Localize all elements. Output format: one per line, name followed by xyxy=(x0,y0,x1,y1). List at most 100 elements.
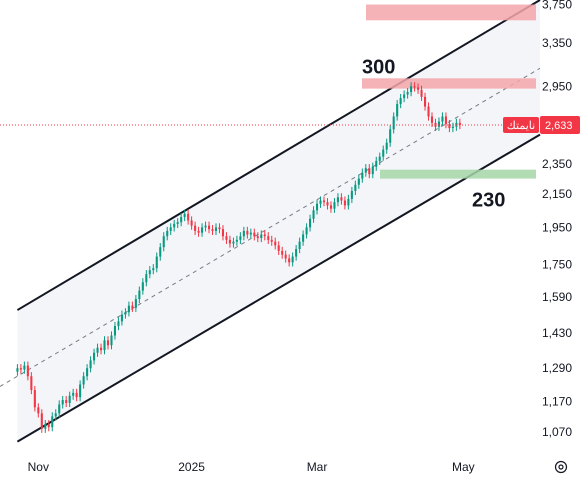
candle xyxy=(329,201,333,213)
candle-body xyxy=(385,142,388,150)
candle-body xyxy=(180,217,183,223)
candle xyxy=(315,199,319,215)
candle-body xyxy=(169,227,172,231)
candle xyxy=(396,100,399,121)
candle-body xyxy=(141,282,144,291)
candle xyxy=(214,223,218,236)
candle xyxy=(72,388,75,400)
candle xyxy=(183,209,186,222)
candle xyxy=(180,212,183,227)
candle xyxy=(225,232,228,244)
candle xyxy=(406,88,409,99)
candle-body xyxy=(295,249,298,257)
candle xyxy=(204,221,207,232)
candle xyxy=(110,331,113,350)
candle-body xyxy=(138,290,141,300)
candle xyxy=(295,244,298,261)
candle-layer xyxy=(16,82,461,433)
candle xyxy=(40,409,43,433)
candle-body xyxy=(312,210,315,219)
candle-body xyxy=(382,149,385,157)
settings-icon[interactable] xyxy=(554,460,568,474)
price-axis[interactable]: 1,070 1,170 1,290 1,430 1,590 1,750 1,950 2,150… xyxy=(542,0,572,439)
candle xyxy=(354,180,357,196)
candle-body xyxy=(420,89,423,97)
candle xyxy=(260,230,263,243)
candle-body xyxy=(305,227,308,235)
candle xyxy=(309,214,312,232)
candle xyxy=(197,226,200,237)
candle-body xyxy=(93,352,96,361)
time-axis[interactable]: Nov 2025 Mar May xyxy=(28,460,475,474)
candle xyxy=(131,301,134,312)
candle xyxy=(239,232,242,244)
candle-body xyxy=(423,96,427,107)
candle xyxy=(58,400,61,418)
candle-body xyxy=(246,230,249,235)
candle-body xyxy=(302,234,305,242)
candle xyxy=(413,82,416,92)
candle-body xyxy=(298,241,301,250)
candle xyxy=(145,270,148,287)
zone-layer: 370 300 230 xyxy=(362,0,536,212)
candle-body xyxy=(329,205,333,209)
candle-body xyxy=(267,236,270,240)
candle-body xyxy=(117,321,120,327)
candle xyxy=(448,120,451,133)
candle-body xyxy=(19,368,22,370)
last-price-tag xyxy=(540,116,580,135)
candle-body xyxy=(99,347,103,351)
symbol-name: نايمتك xyxy=(507,120,535,132)
candle xyxy=(267,232,270,244)
candle xyxy=(26,361,29,381)
candle xyxy=(399,93,402,109)
candle-body xyxy=(33,390,36,408)
candle xyxy=(138,286,141,304)
candle xyxy=(75,388,78,402)
candle xyxy=(169,223,172,236)
candle-body xyxy=(103,340,106,351)
candle xyxy=(263,230,266,241)
zone-label-230: 230 xyxy=(472,190,505,212)
candle-body xyxy=(51,416,54,428)
candle xyxy=(246,226,249,239)
price-tick-label: 2,150 xyxy=(542,187,572,201)
candle xyxy=(99,343,103,355)
candle-body xyxy=(89,360,92,369)
candle xyxy=(54,409,57,421)
candle-body xyxy=(253,232,256,237)
candle xyxy=(68,391,71,408)
candle xyxy=(371,162,374,179)
candle xyxy=(403,90,406,103)
candle-body xyxy=(145,274,148,283)
candle xyxy=(385,138,388,154)
candle xyxy=(284,250,287,263)
candle xyxy=(361,168,364,183)
candle-body xyxy=(30,376,33,391)
candle xyxy=(96,343,99,357)
candle-body xyxy=(201,227,204,233)
candle xyxy=(228,235,231,248)
candle-body xyxy=(204,225,207,228)
candle-body xyxy=(232,241,235,244)
candle xyxy=(291,252,294,267)
candle xyxy=(256,232,259,243)
candle-body xyxy=(166,230,169,237)
time-tick-label: Mar xyxy=(307,460,328,474)
candle-body xyxy=(263,234,266,237)
symbol-tag xyxy=(503,117,539,134)
candle xyxy=(410,82,413,97)
price-line-layer: نايمتك 2,633 xyxy=(0,116,580,135)
candle xyxy=(392,112,395,134)
candle-body xyxy=(58,404,61,414)
candle xyxy=(187,209,190,225)
candle xyxy=(277,241,280,256)
candle xyxy=(19,364,22,374)
candle-body xyxy=(340,197,343,201)
price-tick-label: 1,070 xyxy=(542,425,572,439)
candle xyxy=(79,380,82,402)
candle-body xyxy=(274,241,277,246)
channel-upper-line xyxy=(16,0,541,311)
candle xyxy=(232,237,235,248)
